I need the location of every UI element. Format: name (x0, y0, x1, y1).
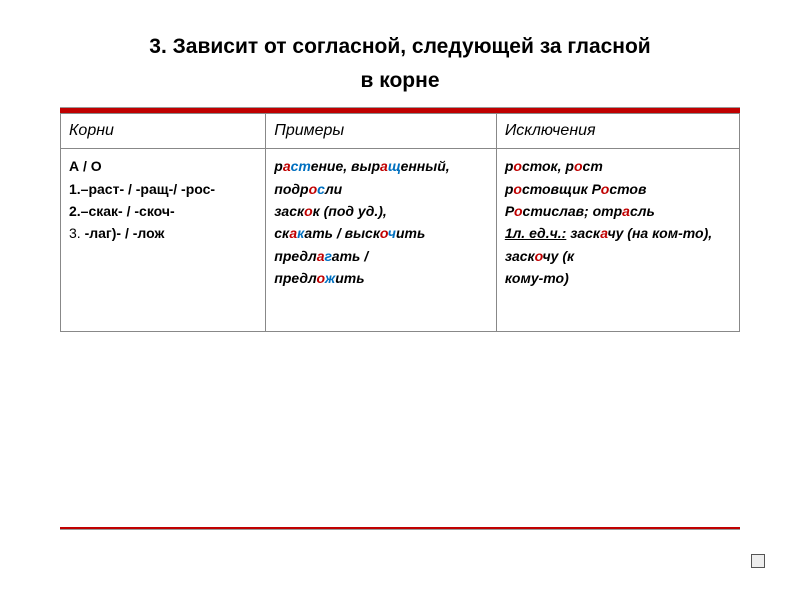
ex-line2: заскок (под уд.), (274, 200, 488, 222)
rules-table: Корни Примеры Исключения А / О 1.–раст- … (60, 113, 740, 332)
exc-line4: 1л. ед.ч.: заскачу (на ком-то), заскочу … (505, 222, 731, 267)
title-line2: в корне (361, 69, 440, 92)
bottom-red-bar (60, 527, 740, 530)
ex-line4: предлагать / (274, 245, 488, 267)
exc-line3: Ростислав; отрасль (505, 200, 731, 222)
page-title: 3. Зависит от согласной, следующей за гл… (60, 30, 740, 97)
exc-line2: ростовщик Ростов (505, 178, 731, 200)
roots-line2: 2.–скак- / -скоч- (69, 200, 257, 222)
roots-line3: 3. -лаг)- / -лож (69, 222, 257, 244)
col-header-exceptions: Исключения (496, 114, 739, 149)
roots-line1: 1.–раст- / -ращ-/ -рос- (69, 178, 257, 200)
cell-exceptions: росток, рост ростовщик Ростов Ростислав;… (496, 149, 739, 332)
cell-roots: А / О 1.–раст- / -ращ-/ -рос- 2.–скак- /… (61, 149, 266, 332)
corner-marker (751, 554, 765, 568)
table-header-row: Корни Примеры Исключения (61, 114, 740, 149)
ex-line5: предложить (274, 267, 488, 289)
title-line1: 3. Зависит от согласной, следующей за гл… (149, 35, 650, 58)
cell-examples: растение, выращенный, подросли заскок (п… (266, 149, 497, 332)
col-header-roots: Корни (61, 114, 266, 149)
table-row: А / О 1.–раст- / -ращ-/ -рос- 2.–скак- /… (61, 149, 740, 332)
ex-line1: растение, выращенный, подросли (274, 155, 488, 200)
ex-line3: скакать / выскочить (274, 222, 488, 244)
exc-line5: кому-то) (505, 267, 731, 289)
roots-line0: А / О (69, 155, 257, 177)
exc-line1: росток, рост (505, 155, 731, 177)
col-header-examples: Примеры (266, 114, 497, 149)
